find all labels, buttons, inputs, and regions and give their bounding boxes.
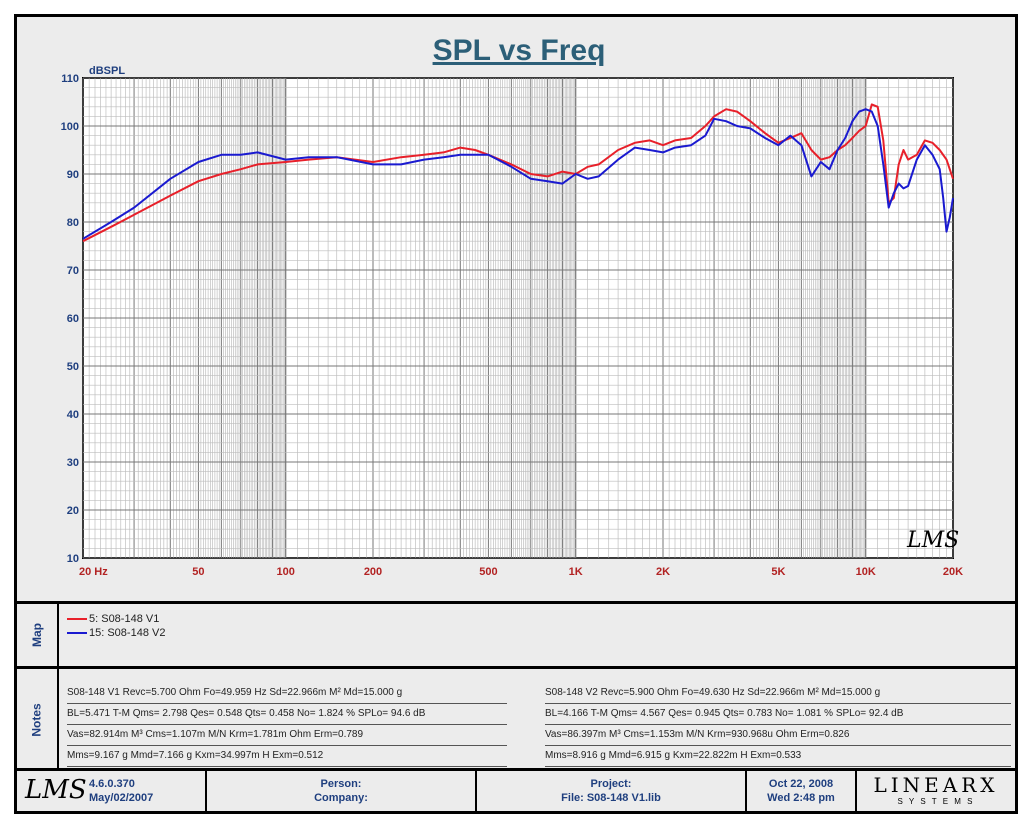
map-label: Map <box>30 623 44 647</box>
map-divider <box>57 604 59 666</box>
file-label: File: S08-148 V1.lib <box>561 792 661 804</box>
legend-swatch <box>67 618 87 620</box>
x-tick-label: 200 <box>364 566 382 578</box>
lms-logo: LMS <box>25 775 87 805</box>
version-number: 4.6.0.370 <box>89 778 135 790</box>
separator <box>17 601 1015 604</box>
linearx-logo: LINEARX S Y S T E M S <box>857 771 1015 811</box>
x-tick-label: 50 <box>192 566 204 578</box>
x-tick-label: 2K <box>656 566 670 578</box>
y-tick-label: 40 <box>67 409 79 421</box>
project-label: Project: <box>590 778 632 790</box>
x-tick-label: 10K <box>856 566 876 578</box>
notes-label: Notes <box>30 703 44 737</box>
legend-label: 15: S08-148 V2 <box>89 627 166 639</box>
chart-panel: SPL vs Freq dBSPL 110 100 90 80 70 60 50 40 30 20… <box>17 17 1015 601</box>
x-tick-label: 20K <box>943 566 963 578</box>
grid <box>82 77 954 559</box>
footer-version-cell: LMS 4.6.0.370 May/02/2007 <box>17 771 207 811</box>
note-line: BL=5.471 T-M Qms= 2.798 Qes= 0.548 Qts= … <box>67 704 507 725</box>
y-tick-label: 70 <box>67 265 79 277</box>
notes-right: S08-148 V2 Revc=5.900 Ohm Fo=49.630 Hz S… <box>545 683 1011 767</box>
x-ticks: 20 Hz 50 100 200 500 1K 2K 5K 10K 20K <box>79 566 963 578</box>
footer: LMS 4.6.0.370 May/02/2007 Person: Compan… <box>17 771 1015 811</box>
report-date: Oct 22, 2008 <box>768 778 834 790</box>
x-tick-label: 5K <box>771 566 785 578</box>
lms-watermark: LMS <box>906 528 959 553</box>
brand-name: LINEARX <box>873 773 999 797</box>
y-tick-label: 10 <box>67 553 79 565</box>
note-line: Mms=9.167 g Mmd=7.166 g Kxm=34.997m H Ex… <box>67 746 507 767</box>
report-frame: SPL vs Freq dBSPL 110 100 90 80 70 60 50 40 30 20… <box>14 14 1018 814</box>
x-tick-label: 20 Hz <box>79 566 108 578</box>
series-line <box>82 108 954 240</box>
brand-sub: S Y S T E M S <box>897 797 975 806</box>
note-line: Mms=8.916 g Mmd=6.915 g Kxm=22.822m H Ex… <box>545 746 1011 767</box>
note-line: BL=4.166 T-M Qms= 4.567 Qes= 0.945 Qts= … <box>545 704 1011 725</box>
person-label: Person: <box>320 778 362 790</box>
note-line: S08-148 V1 Revc=5.700 Ohm Fo=49.959 Hz S… <box>67 683 507 704</box>
y-tick-label: 110 <box>61 73 79 85</box>
y-ticks: 110 100 90 80 70 60 50 40 30 20 10 <box>61 73 79 565</box>
footer-person-cell: Person: Company: <box>207 771 477 811</box>
y-axis-label: dBSPL <box>89 65 125 77</box>
company-label: Company: <box>314 792 368 804</box>
y-tick-label: 100 <box>61 121 79 133</box>
footer-project-cell: Project: File: S08-148 V1.lib <box>477 771 747 811</box>
x-tick-label: 100 <box>277 566 295 578</box>
y-tick-label: 50 <box>67 361 79 373</box>
y-tick-label: 80 <box>67 217 79 229</box>
report-time: Wed 2:48 pm <box>767 792 835 804</box>
notes-left: S08-148 V1 Revc=5.700 Ohm Fo=49.959 Hz S… <box>67 683 507 767</box>
legend-swatch <box>67 632 87 634</box>
version-date: May/02/2007 <box>89 792 154 804</box>
note-line: Vas=86.397m M³ Cms=1.153m M/N Krm=930.96… <box>545 725 1011 746</box>
spl-chart: SPL vs Freq dBSPL 110 100 90 80 70 60 50 40 30 20… <box>61 34 964 578</box>
note-line: Vas=82.914m M³ Cms=1.107m M/N Krm=1.781m… <box>67 725 507 746</box>
x-tick-label: 500 <box>479 566 497 578</box>
series-layer <box>82 103 954 243</box>
legend: 5: S08-148 V1 15: S08-148 V2 <box>67 612 165 640</box>
legend-label: 5: S08-148 V1 <box>89 613 160 625</box>
chart-title: SPL vs Freq <box>433 34 606 67</box>
separator <box>17 768 1015 771</box>
y-tick-label: 20 <box>67 505 79 517</box>
notes-divider <box>57 669 59 771</box>
footer-date-cell: Oct 22, 2008 Wed 2:48 pm <box>747 771 857 811</box>
legend-item: 15: S08-148 V2 <box>67 626 165 640</box>
note-line: S08-148 V2 Revc=5.900 Ohm Fo=49.630 Hz S… <box>545 683 1011 704</box>
x-tick-label: 1K <box>569 566 583 578</box>
version-info: 4.6.0.370 May/02/2007 <box>89 777 153 805</box>
y-tick-label: 60 <box>67 313 79 325</box>
separator <box>17 666 1015 669</box>
y-tick-label: 30 <box>67 457 79 469</box>
legend-item: 5: S08-148 V1 <box>67 612 165 626</box>
y-tick-label: 90 <box>67 169 79 181</box>
